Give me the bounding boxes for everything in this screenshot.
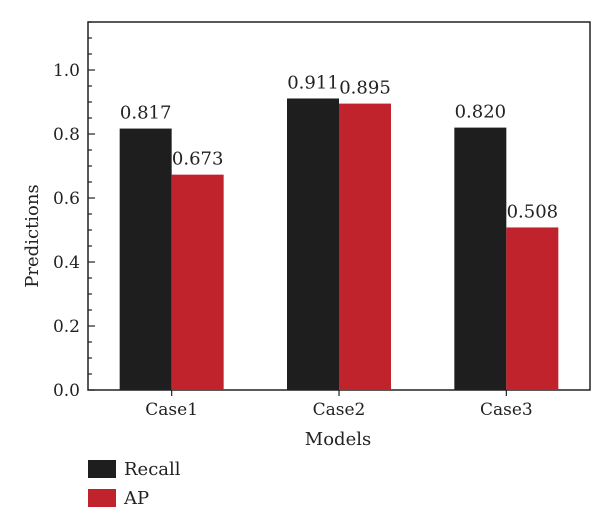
bar-ap-case2 — [339, 103, 391, 390]
y-tick-label: 0.6 — [53, 189, 80, 209]
x-tick-label: Case3 — [480, 400, 533, 420]
legend-label-recall: Recall — [124, 459, 181, 480]
bars-group — [119, 98, 559, 390]
bar-recall-case1 — [119, 128, 172, 390]
legend-swatch-recall — [88, 460, 116, 478]
bar-ap-case1 — [171, 174, 224, 390]
y-tick-label: 1.0 — [53, 61, 80, 81]
data-label: 0.817 — [120, 103, 172, 124]
data-label: 0.508 — [507, 201, 559, 222]
legend-swatch-ap — [88, 489, 116, 507]
x-tick-label: Case1 — [145, 400, 198, 420]
bar-ap-case3 — [506, 227, 559, 390]
data-label: 0.895 — [339, 78, 391, 99]
bar-recall-case3 — [454, 127, 507, 390]
y-axis-ticks: 0.0 0.2 0.4 0.6 0.8 1.0 — [53, 21, 95, 401]
x-tick-label: Case2 — [313, 400, 366, 420]
y-tick-label: 0.4 — [53, 253, 80, 273]
legend-label-ap: AP — [123, 488, 149, 509]
y-tick-label: 0.2 — [53, 317, 80, 337]
x-axis-ticks: Case1 Case2 Case3 — [145, 390, 533, 420]
y-tick-label: 0.8 — [53, 125, 80, 145]
data-label: 0.911 — [287, 72, 339, 93]
data-label: 0.820 — [455, 102, 507, 123]
data-labels: 0.817 0.673 0.911 0.895 0.820 0.508 — [120, 72, 558, 222]
y-tick-label: 0.0 — [53, 381, 80, 401]
x-axis-title: Models — [305, 429, 371, 450]
bar-recall-case2 — [287, 98, 339, 390]
data-label: 0.673 — [172, 149, 224, 170]
y-axis-title: Predictions — [22, 184, 43, 287]
legend: Recall AP — [88, 459, 181, 509]
